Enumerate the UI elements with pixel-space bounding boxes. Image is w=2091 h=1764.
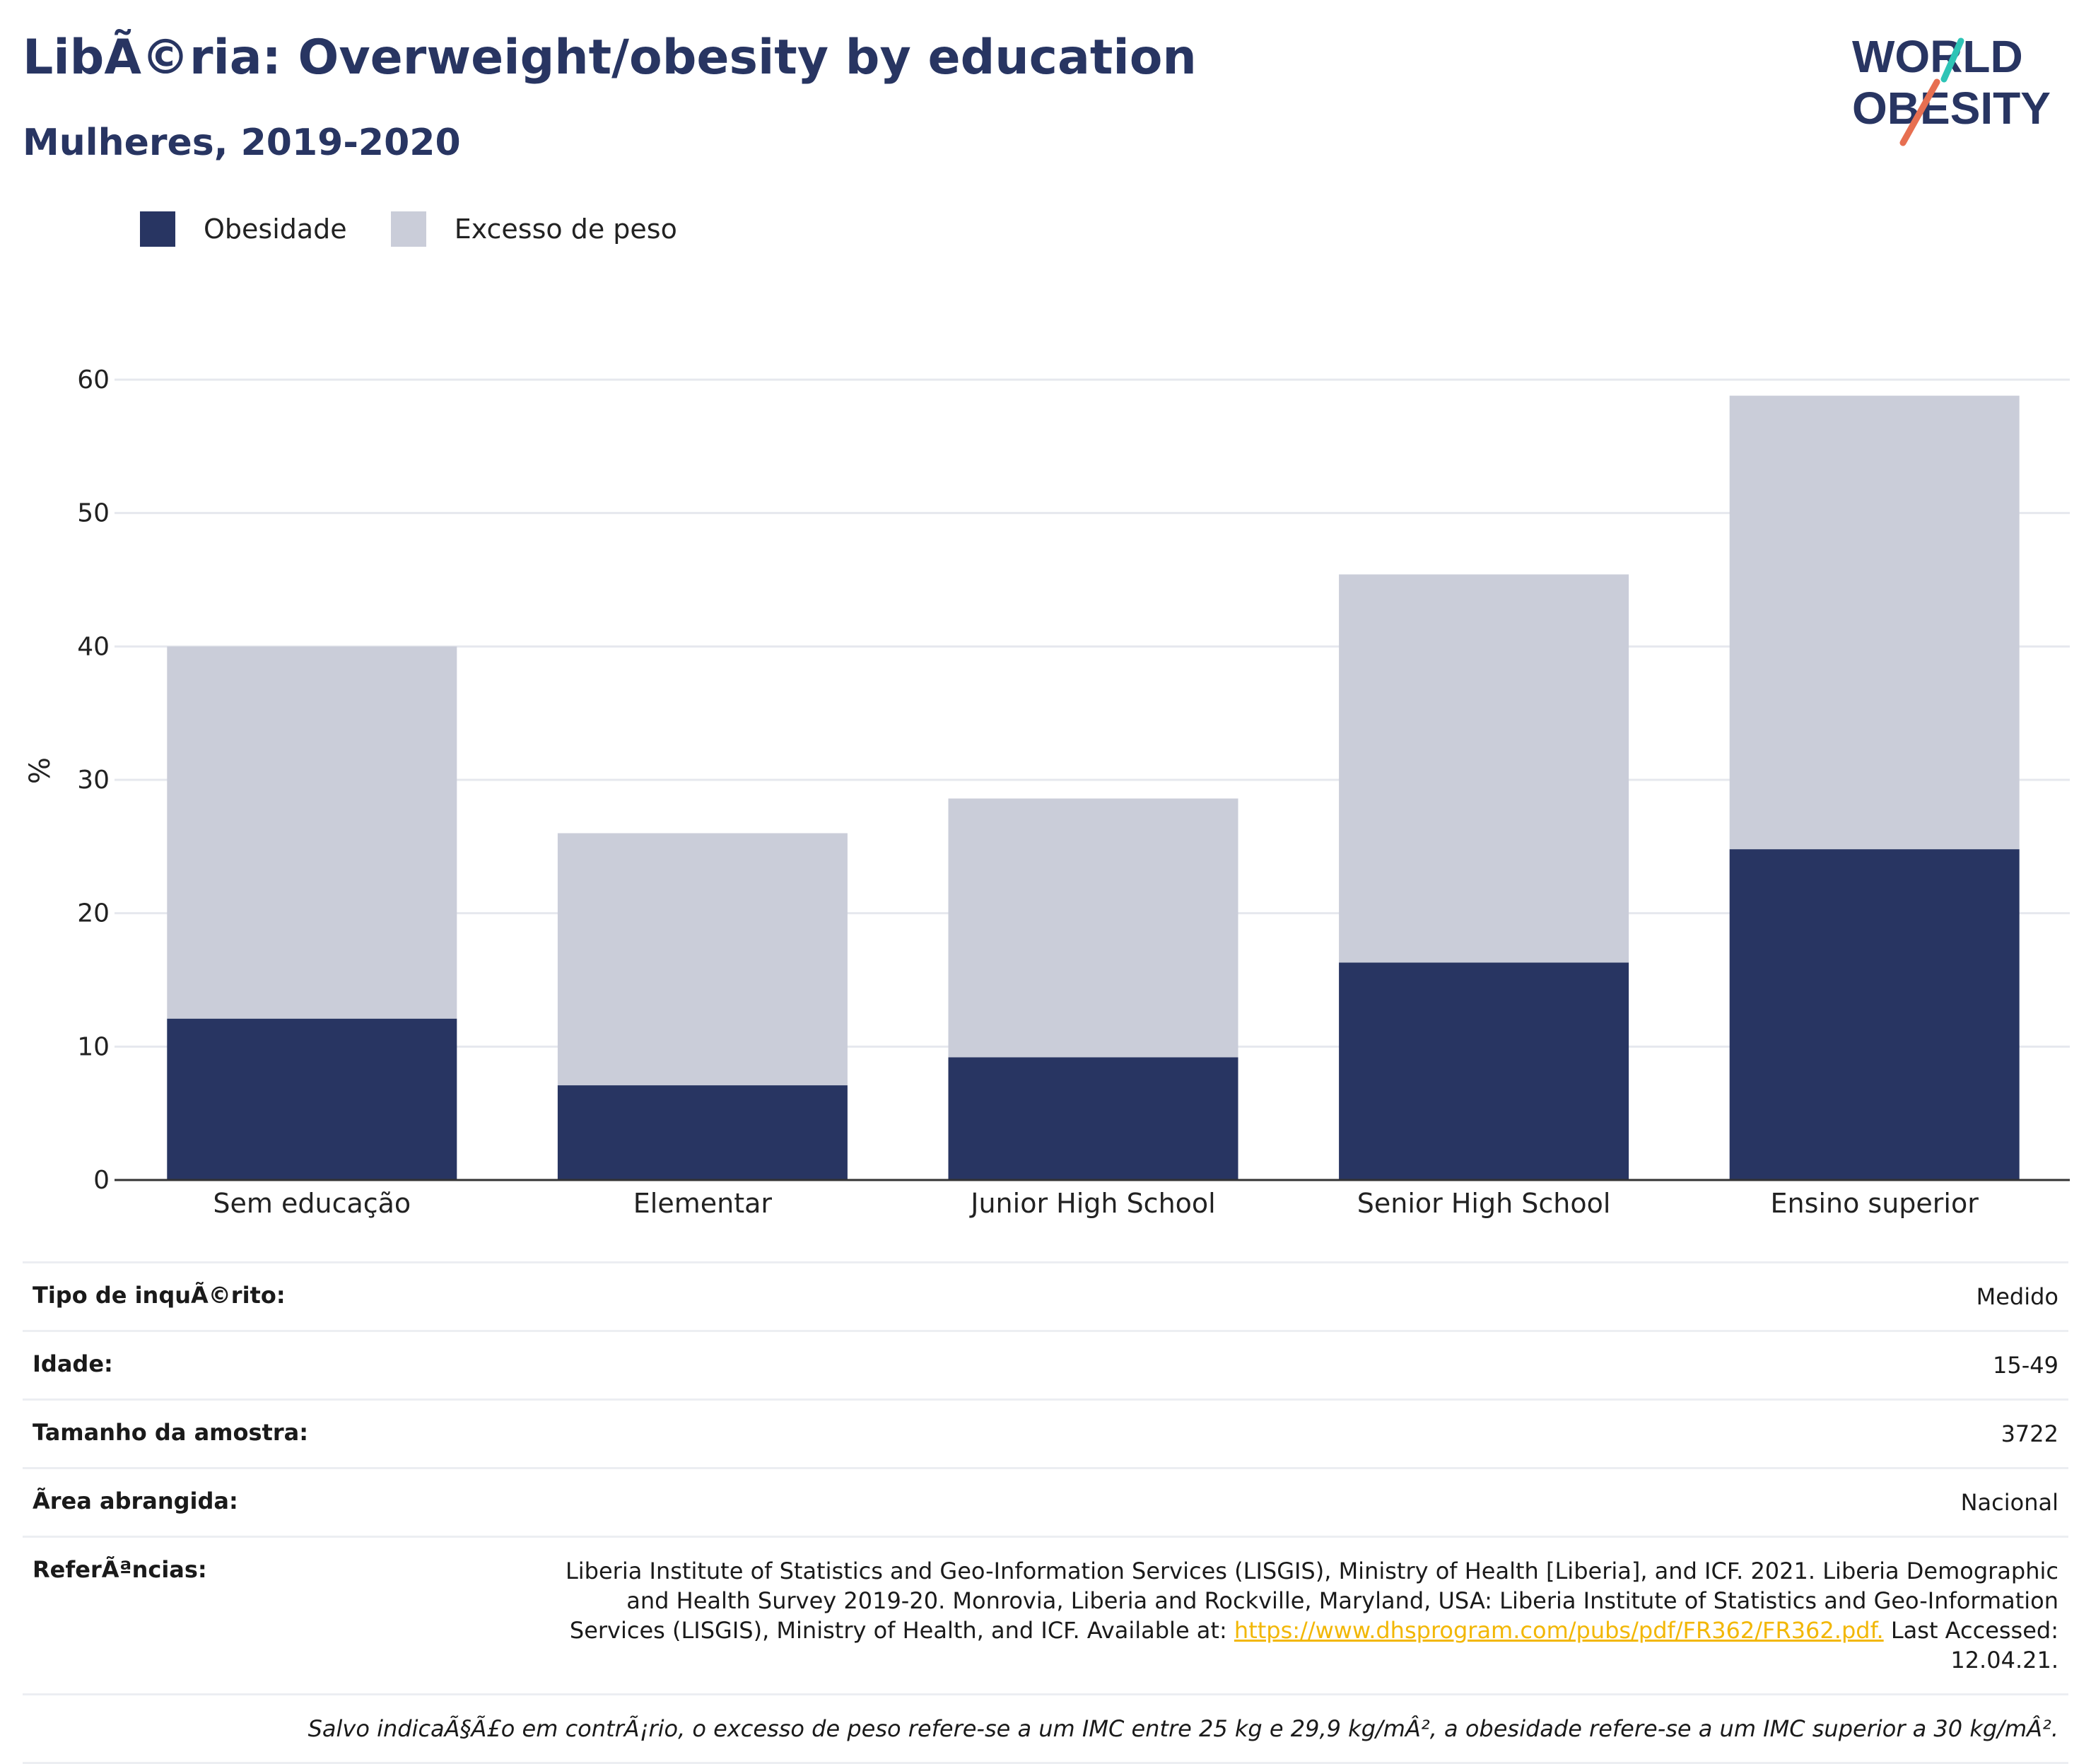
- info-value: Nacional: [1961, 1488, 2058, 1517]
- bar-obesity[interactable]: [167, 1019, 457, 1180]
- bar-overweight[interactable]: [558, 833, 848, 1085]
- y-tick-label: 50: [77, 499, 110, 528]
- x-tick-label: Sem educação: [213, 1188, 411, 1219]
- y-axis-label: %: [24, 757, 57, 784]
- bar-chart: 0 10 20 30 40 50 60% Sem educação Elementar Junio…: [0, 0, 2091, 1244]
- info-key: Ãrea abrangida:: [33, 1488, 238, 1517]
- footnote: Salvo indicaÃ§Ã£o em contrÃ¡rio, o exces…: [308, 1714, 2058, 1743]
- info-value: Medido: [1976, 1282, 2058, 1312]
- y-tick-label: 0: [93, 1166, 110, 1195]
- info-key: ReferÃªncias:: [33, 1556, 207, 1675]
- references-text: Liberia Institute of Statistics and Geo-…: [539, 1556, 2058, 1675]
- x-tick-label: Ensino superior: [1771, 1188, 1979, 1219]
- y-tick-label: 30: [77, 766, 110, 795]
- bar-overweight[interactable]: [167, 646, 457, 1018]
- bar-obesity[interactable]: [558, 1085, 848, 1180]
- y-tick-label: 60: [77, 366, 110, 395]
- x-tick-label: Elementar: [633, 1188, 773, 1219]
- references-accessed: Last Accessed: 12.04.21.: [1884, 1617, 2058, 1674]
- info-key: Tipo de inquÃ©rito:: [33, 1282, 286, 1312]
- x-tick-label: Senior High School: [1357, 1188, 1611, 1219]
- bar-overweight[interactable]: [1730, 396, 2020, 849]
- references-link[interactable]: https://www.dhsprogram.com/pubs/pdf/FR36…: [1234, 1617, 1884, 1644]
- bar-obesity[interactable]: [1730, 849, 2020, 1180]
- info-key: Idade:: [33, 1350, 113, 1380]
- info-row-age: Idade: 15-49: [23, 1332, 2068, 1401]
- y-tick-label: 40: [77, 632, 110, 661]
- bar-overweight[interactable]: [1339, 574, 1629, 962]
- info-value: 15-49: [1993, 1350, 2058, 1380]
- bar-obesity[interactable]: [949, 1057, 1238, 1180]
- bar-obesity[interactable]: [1339, 962, 1629, 1180]
- info-row-survey-type: Tipo de inquÃ©rito: Medido: [23, 1263, 2068, 1332]
- y-tick-label: 10: [77, 1032, 110, 1061]
- y-tick-label: 20: [77, 899, 110, 928]
- info-value: 3722: [2001, 1419, 2058, 1449]
- info-row-note: Salvo indicaÃ§Ã£o em contrÃ¡rio, o exces…: [23, 1695, 2068, 1764]
- info-row-area: Ãrea abrangida: Nacional: [23, 1469, 2068, 1538]
- info-key: Tamanho da amostra:: [33, 1419, 308, 1449]
- info-row-sample-size: Tamanho da amostra: 3722: [23, 1401, 2068, 1469]
- bar-overweight[interactable]: [949, 798, 1238, 1057]
- info-row-references: ReferÃªncias: Liberia Institute of Stati…: [23, 1538, 2068, 1695]
- survey-info-table: Tipo de inquÃ©rito: Medido Idade: 15-49 …: [23, 1261, 2068, 1764]
- x-tick-label: Junior High School: [969, 1188, 1215, 1219]
